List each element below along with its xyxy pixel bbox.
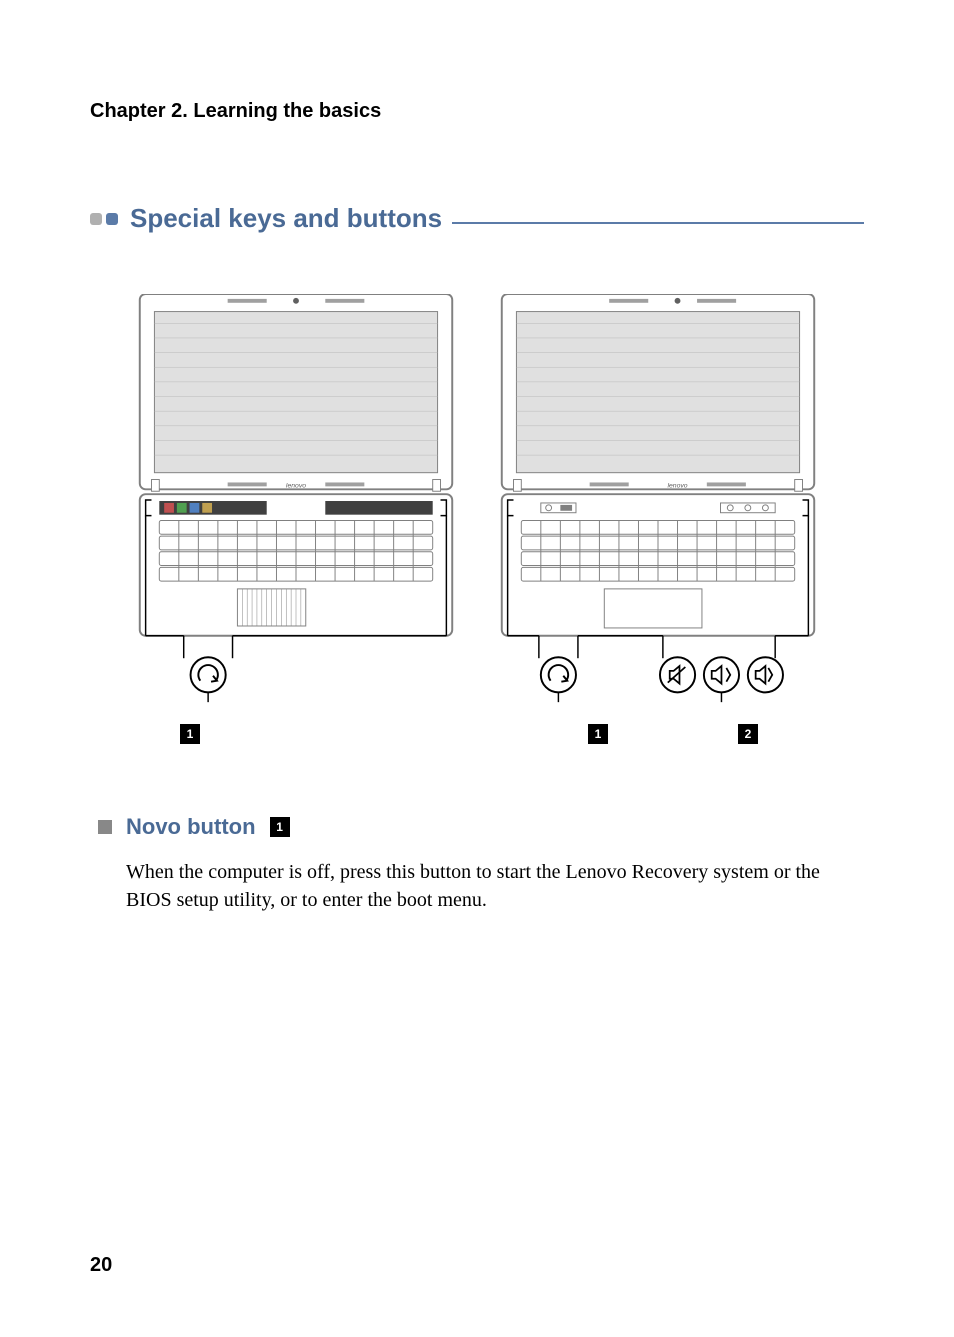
bullet-decor	[90, 213, 102, 225]
svg-text:lenovo: lenovo	[286, 482, 306, 489]
subsection-badge: 1	[270, 817, 290, 837]
laptop-illustration: lenovo	[130, 294, 462, 704]
callout-row: 1	[130, 724, 462, 744]
laptop-diagrams: lenovo	[90, 294, 864, 744]
subsection-heading-row: Novo button 1	[90, 814, 864, 840]
callout-badge: 1	[180, 724, 200, 744]
callout-badge: 2	[738, 724, 758, 744]
laptop-illustration: lenovo	[492, 294, 824, 704]
subsection-title: Novo button	[126, 814, 256, 840]
section-heading-row: Special keys and buttons	[90, 203, 864, 234]
bullet-decor	[106, 213, 118, 225]
svg-text:lenovo: lenovo	[667, 482, 687, 489]
section-bullets	[90, 213, 118, 225]
laptop-diagram-right: lenovo	[492, 294, 824, 744]
page-number: 20	[90, 1254, 112, 1277]
section-title: Special keys and buttons	[130, 203, 442, 234]
callout-badge: 1	[588, 724, 608, 744]
body-paragraph: When the computer is off, press this but…	[90, 858, 864, 914]
chapter-header: Chapter 2. Learning the basics	[90, 100, 864, 123]
section-dash-line	[452, 222, 864, 224]
square-bullet-icon	[98, 820, 112, 834]
laptop-diagram-left: lenovo	[130, 294, 462, 744]
callout-row: 1 2	[492, 724, 824, 744]
